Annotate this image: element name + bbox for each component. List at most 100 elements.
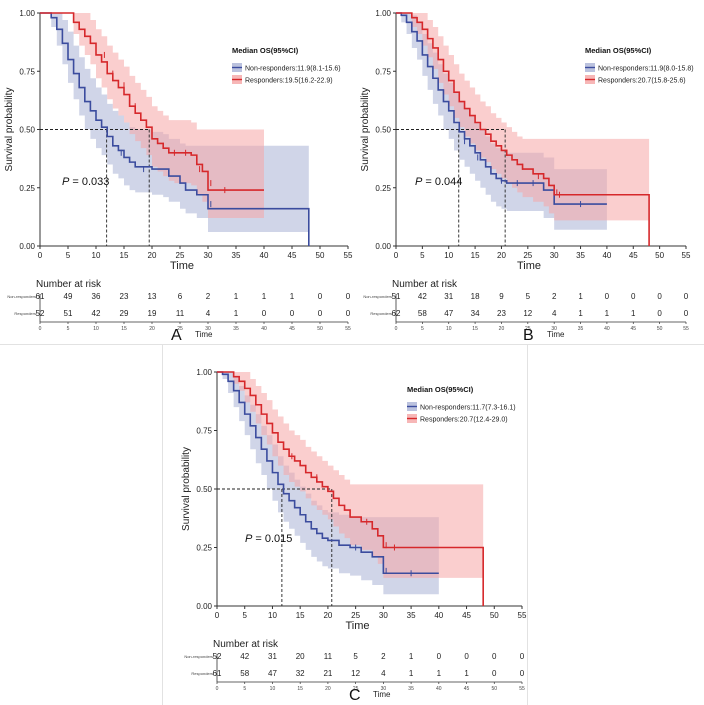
survival-curve-responders bbox=[396, 12, 650, 246]
x-tick-label: 50 bbox=[655, 251, 664, 260]
risk-table-tick-label: 35 bbox=[408, 686, 414, 692]
risk-table-tick-label: 0 bbox=[39, 326, 42, 332]
y-axis-label: Survival probability bbox=[181, 447, 192, 531]
p-value-text: = 0.033 bbox=[69, 176, 109, 188]
risk-count: 0 bbox=[262, 309, 267, 318]
risk-count: 0 bbox=[492, 669, 497, 678]
p-symbol: P bbox=[245, 533, 253, 545]
risk-count: 11 bbox=[324, 652, 333, 661]
risk-table-tick-label: 55 bbox=[519, 686, 525, 692]
y-tick-label: 0.75 bbox=[196, 427, 212, 436]
risk-count: 62 bbox=[392, 309, 401, 318]
x-tick-label: 40 bbox=[260, 251, 269, 260]
legend: Median OS(95%CI) Non-responders:11.9(8.0-… bbox=[585, 46, 694, 85]
risk-table-tick-label: 25 bbox=[353, 686, 359, 692]
risk-count: 0 bbox=[684, 292, 689, 301]
risk-count: 42 bbox=[418, 292, 427, 301]
risk-table-tick-label: 55 bbox=[345, 326, 351, 332]
x-tick-label: 0 bbox=[394, 251, 399, 260]
risk-count: 1 bbox=[437, 669, 442, 678]
panel-c-frame-left bbox=[162, 344, 163, 705]
y-tick-label: 0.50 bbox=[19, 126, 35, 135]
risk-count: 36 bbox=[92, 292, 101, 301]
p-value: P = 0.033 bbox=[62, 176, 109, 188]
risk-count: 52 bbox=[213, 652, 222, 661]
risk-count: 58 bbox=[240, 669, 249, 678]
legend-entry: Responders:20.7(12.4-29.0) bbox=[420, 417, 508, 424]
x-tick-label: 55 bbox=[518, 611, 527, 620]
risk-count: 51 bbox=[64, 309, 73, 318]
x-tick-label: 5 bbox=[243, 611, 248, 620]
y-tick-label: 0.25 bbox=[196, 544, 212, 553]
x-tick-label: 35 bbox=[232, 251, 241, 260]
risk-table-tick-label: 10 bbox=[446, 326, 452, 332]
x-tick-label: 50 bbox=[316, 251, 325, 260]
survival-curve-responders bbox=[40, 12, 264, 191]
risk-table-tick-label: 55 bbox=[683, 326, 689, 332]
x-tick-label: 20 bbox=[323, 611, 332, 620]
survival-curve-non-responders bbox=[40, 12, 310, 246]
ci-band-responders bbox=[396, 13, 650, 221]
y-tick-label: 0.00 bbox=[196, 602, 212, 611]
risk-count: 0 bbox=[290, 309, 295, 318]
risk-table-x-label: Time bbox=[373, 690, 391, 699]
risk-count: 0 bbox=[657, 309, 662, 318]
x-tick-label: 30 bbox=[550, 251, 559, 260]
y-axis-label: Survival probability bbox=[4, 88, 15, 172]
risk-table-tick-label: 25 bbox=[525, 326, 531, 332]
risk-table-tick-label: 30 bbox=[551, 326, 557, 332]
risk-table-tick-label: 40 bbox=[604, 326, 610, 332]
x-tick-label: 15 bbox=[471, 251, 480, 260]
risk-table-title: Number at risk bbox=[36, 279, 102, 290]
legend: Median OS(95%CI) Non-responders:11.9(8.1-… bbox=[232, 46, 341, 85]
x-tick-label: 25 bbox=[351, 611, 360, 620]
risk-count: 42 bbox=[240, 652, 249, 661]
risk-count: 0 bbox=[520, 652, 525, 661]
x-tick-label: 25 bbox=[523, 251, 532, 260]
y-tick-label: 1.00 bbox=[19, 9, 35, 18]
legend-entry: Non-responders:11.9(8.1-15.6) bbox=[245, 66, 341, 73]
x-tick-label: 20 bbox=[148, 251, 157, 260]
risk-table-tick-label: 20 bbox=[325, 686, 331, 692]
risk-table-tick-label: 45 bbox=[289, 326, 295, 332]
x-tick-label: 45 bbox=[462, 611, 471, 620]
risk-count: 12 bbox=[351, 669, 360, 678]
risk-table-tick-label: 30 bbox=[205, 326, 211, 332]
risk-count: 31 bbox=[444, 292, 453, 301]
x-tick-label: 55 bbox=[344, 251, 353, 260]
risk-table-tick-label: 35 bbox=[578, 326, 584, 332]
risk-count: 21 bbox=[323, 669, 332, 678]
y-tick-label: 0.50 bbox=[196, 485, 212, 494]
km-panel-C: 0.000.250.500.751.000 5 10 15 20 25 30 35 40 45 50… bbox=[181, 368, 527, 704]
risk-count: 1 bbox=[578, 309, 583, 318]
risk-count: 31 bbox=[268, 652, 277, 661]
risk-count: 58 bbox=[418, 309, 427, 318]
x-tick-label: 10 bbox=[444, 251, 453, 260]
risk-count: 1 bbox=[605, 309, 610, 318]
risk-table-tick-label: 0 bbox=[216, 686, 219, 692]
x-tick-label: 10 bbox=[268, 611, 277, 620]
risk-count: 23 bbox=[497, 309, 506, 318]
x-tick-label: 0 bbox=[38, 251, 43, 260]
risk-row-label: Non-responders bbox=[7, 294, 36, 299]
x-axis-label: Time bbox=[170, 260, 194, 272]
panel-divider bbox=[0, 344, 704, 345]
risk-row-label: Responders bbox=[14, 311, 36, 316]
x-tick-label: 20 bbox=[497, 251, 506, 260]
p-symbol: P bbox=[415, 176, 423, 188]
risk-table-tick-label: 45 bbox=[630, 326, 636, 332]
risk-count: 0 bbox=[657, 292, 662, 301]
legend-title: Median OS(95%CI) bbox=[585, 46, 652, 55]
risk-row-label: Responders bbox=[370, 311, 392, 316]
risk-count: 12 bbox=[523, 309, 532, 318]
p-value: P = 0.015 bbox=[245, 533, 292, 545]
risk-table-x-label: Time bbox=[195, 330, 213, 339]
y-axis-label: Survival probability bbox=[360, 88, 371, 172]
panel-label: A bbox=[171, 327, 182, 344]
risk-count: 42 bbox=[92, 309, 101, 318]
risk-count: 1 bbox=[290, 292, 295, 301]
risk-table-tick-label: 30 bbox=[381, 686, 387, 692]
risk-table-tick-label: 10 bbox=[93, 326, 99, 332]
